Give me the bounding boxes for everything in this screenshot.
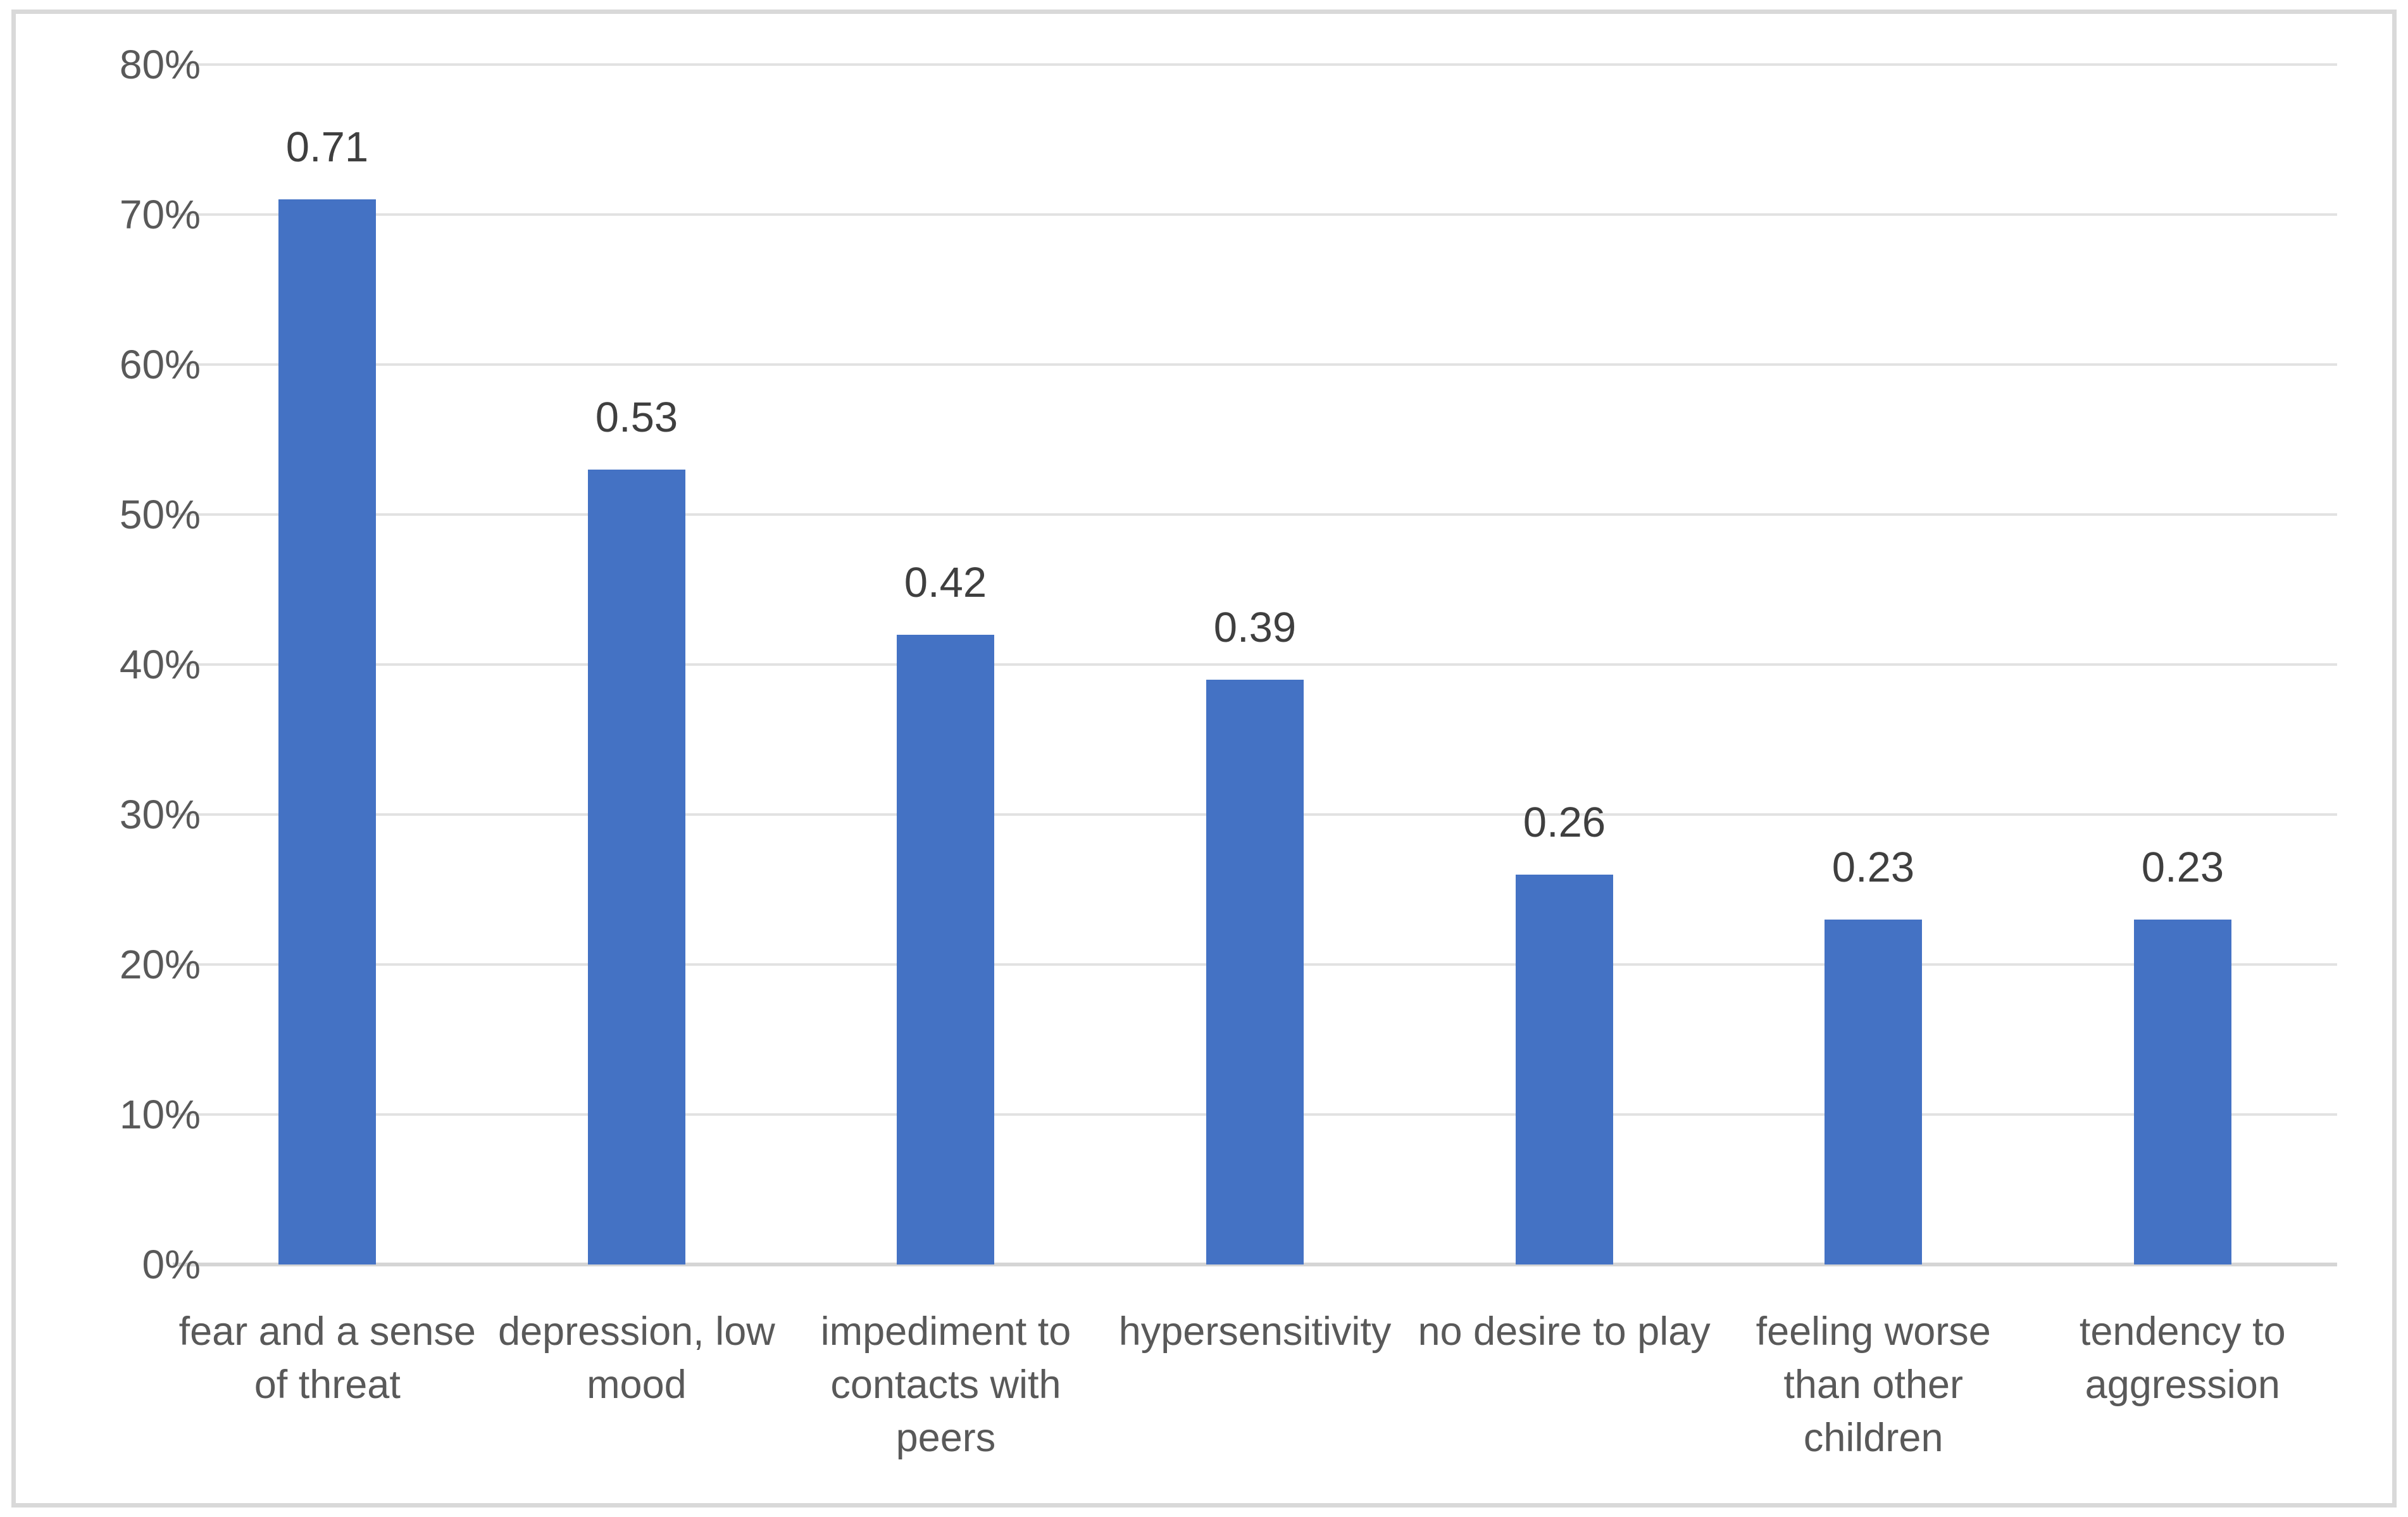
category-label-6: tendency to aggression (2079, 1309, 2286, 1407)
bar-0 (278, 199, 376, 1264)
gridline (173, 213, 2337, 216)
y-axis-tick-label: 70% (119, 192, 201, 237)
bar-4 (1516, 875, 1613, 1264)
value-label-3: 0.39 (1213, 604, 1297, 651)
gridline (173, 513, 2337, 516)
bar-2 (897, 635, 994, 1264)
y-axis-tick-label: 10% (119, 1092, 201, 1137)
value-label-2: 0.42 (904, 559, 987, 606)
gridline (173, 363, 2337, 366)
bar-5 (1825, 920, 1922, 1264)
y-axis-tick-label: 20% (119, 942, 201, 987)
category-label-2: impediment to contacts with peers (820, 1309, 1071, 1460)
category-label-1: depression, low mood (497, 1309, 775, 1407)
y-axis-tick-label: 80% (119, 42, 201, 87)
category-label-0: fear and a sense of threat (178, 1309, 476, 1407)
category-label-4: no desire to play (1418, 1309, 1711, 1354)
y-axis-tick-label: 60% (119, 342, 201, 387)
chart-frame: 0.71 0.53 0.42 0.39 0.26 0.23 0.23 80% 70% 60% 50… (11, 9, 2397, 1508)
value-label-0: 0.71 (285, 123, 369, 171)
category-label-3: hypersensitivity (1118, 1309, 1392, 1354)
bar-1 (588, 470, 685, 1264)
y-axis-tick-label: 0% (142, 1242, 201, 1287)
x-axis: fear and a sense of threat depression, lo… (173, 1305, 2337, 1464)
y-axis-tick-label: 50% (119, 492, 201, 537)
gridline (173, 63, 2337, 66)
value-label-6: 0.23 (2141, 844, 2224, 891)
x-axis-baseline (173, 1263, 2337, 1266)
value-label-1: 0.53 (595, 394, 678, 441)
gridline (173, 663, 2337, 666)
value-label-5: 0.23 (1831, 844, 1915, 891)
category-label-5: feeling worse than other children (1756, 1309, 1991, 1460)
y-axis-tick-label: 40% (119, 642, 201, 687)
value-label-4: 0.26 (1523, 799, 1606, 846)
bar-6 (2134, 920, 2231, 1264)
bar-3 (1206, 680, 1304, 1264)
y-axis-tick-label: 30% (119, 792, 201, 837)
plot-area: 0.71 0.53 0.42 0.39 0.26 0.23 0.23 (173, 63, 2337, 1266)
